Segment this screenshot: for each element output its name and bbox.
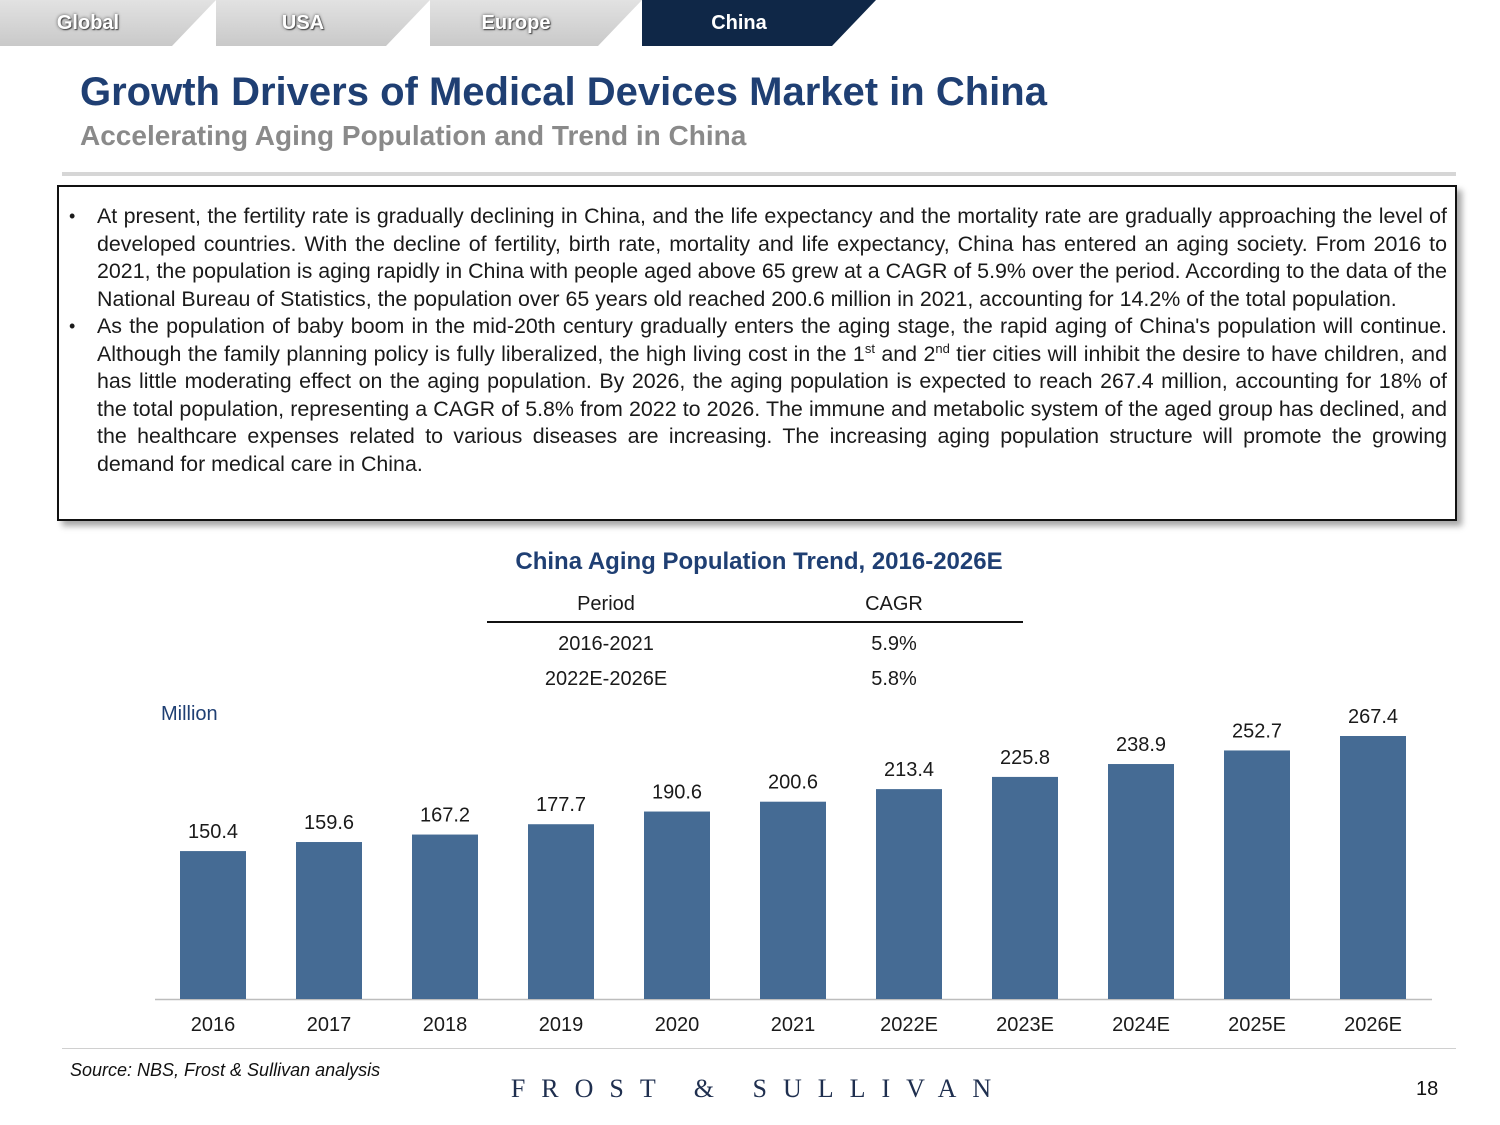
x-tick-label-2016: 2016 — [191, 1014, 236, 1036]
bar-2022E — [876, 789, 942, 999]
x-tick-label-2023E: 2023E — [996, 1014, 1054, 1036]
x-tick-label-2017: 2017 — [307, 1014, 352, 1036]
bullet-1-text: At present, the fertility rate is gradua… — [97, 204, 1447, 311]
bar-2023E — [992, 776, 1058, 999]
cagr-table-header: Period CAGR — [487, 588, 1023, 623]
bullet-dot-icon: • — [69, 206, 76, 226]
bar-2020 — [644, 811, 710, 999]
cagr-period-cell: 2022E-2026E — [544, 668, 668, 690]
bullet-2-sup1: st — [864, 340, 875, 356]
x-tick-label-2019: 2019 — [539, 1014, 584, 1036]
data-label-2016: 150.4 — [188, 821, 238, 843]
cagr-header-period: Period — [577, 593, 635, 615]
data-label-2019: 177.7 — [536, 794, 586, 816]
data-label-2024E: 238.9 — [1116, 734, 1166, 756]
cagr-table: Period CAGR 2016-2021 5.9% 2022E-2026E 5… — [487, 588, 1023, 697]
source-note: Source: NBS, Frost & Sullivan analysis — [70, 1060, 381, 1080]
x-tick-label-2018: 2018 — [423, 1014, 468, 1036]
chart-title: China Aging Population Trend, 2016-2026E — [515, 548, 1003, 575]
bullet-2-sup2: nd — [935, 340, 950, 356]
bar-2024E — [1108, 764, 1174, 999]
bullet-2-part3: tier cities will inhibit the desire to h… — [97, 341, 1447, 476]
tab-usa[interactable]: USA — [216, 0, 430, 46]
header-divider — [62, 172, 1456, 176]
summary-box: • At present, the fertility rate is grad… — [57, 185, 1457, 521]
x-tick-label-2025E: 2025E — [1228, 1014, 1286, 1036]
bar-2026E — [1340, 736, 1406, 999]
frost-sullivan-logo: FROST & SULLIVAN — [510, 1074, 1008, 1103]
data-label-2020: 190.6 — [652, 782, 702, 804]
bar-2019 — [528, 824, 594, 999]
bar-chart: 150.4 2016 159.6 2017 167.2 2018 177.7 2019 190.… — [155, 706, 1432, 1036]
cagr-table-row: 2016-2021 5.9% — [487, 627, 1023, 662]
x-tick-label-2026E: 2026E — [1344, 1014, 1402, 1036]
tab-usa-label: USA — [281, 11, 325, 34]
data-label-2023E: 225.8 — [1000, 747, 1050, 769]
cagr-header-cagr: CAGR — [865, 593, 923, 615]
bullet-dot-icon: • — [69, 316, 76, 336]
cagr-table-row: 2022E-2026E 5.8% — [487, 662, 1023, 697]
region-tabs: Global USA Europe China — [0, 0, 900, 48]
cagr-period-cell: 2016-2021 — [558, 633, 654, 655]
tab-europe[interactable]: Europe — [430, 0, 642, 46]
tab-global[interactable]: Global — [0, 0, 216, 46]
data-label-2018: 167.2 — [420, 805, 470, 827]
bullet-2-part2: and 2 — [874, 341, 936, 366]
data-label-2026E: 267.4 — [1348, 706, 1398, 728]
data-label-2025E: 252.7 — [1232, 720, 1282, 742]
data-label-2021: 200.6 — [768, 772, 818, 794]
page-number: 18 — [1416, 1078, 1439, 1100]
tab-china[interactable]: China — [642, 0, 876, 46]
bullet-2-text: As the population of baby boom in the mi… — [97, 313, 1447, 478]
cagr-value-cell: 5.8% — [871, 668, 917, 690]
page-title: Growth Drivers of Medical Devices Market… — [80, 70, 1047, 114]
x-tick-label-2024E: 2024E — [1112, 1014, 1170, 1036]
tab-europe-label: Europe — [481, 11, 551, 34]
tab-china-label: China — [711, 11, 767, 34]
data-label-2022E: 213.4 — [884, 759, 934, 781]
bullet-2-part1: As the population of baby boom in the mi… — [97, 314, 1447, 366]
x-tick-label-2021: 2021 — [771, 1014, 816, 1036]
tab-global-label: Global — [56, 11, 120, 34]
y-axis-unit-label: Million — [161, 703, 218, 725]
bar-2017 — [296, 842, 362, 999]
cagr-value-cell: 5.9% — [871, 633, 917, 655]
bar-2021 — [760, 801, 826, 999]
bar-2016 — [180, 851, 246, 999]
bar-2018 — [412, 834, 478, 999]
x-tick-label-2022E: 2022E — [880, 1014, 938, 1036]
footer-divider — [62, 1048, 1456, 1049]
bullet-1: • At present, the fertility rate is grad… — [67, 203, 1447, 313]
bar-2025E — [1224, 750, 1290, 999]
data-label-2017: 159.6 — [304, 812, 354, 834]
page-subtitle: Accelerating Aging Population and Trend … — [80, 120, 747, 151]
x-tick-label-2020: 2020 — [655, 1014, 700, 1036]
bullet-2: • As the population of baby boom in the … — [67, 313, 1447, 478]
